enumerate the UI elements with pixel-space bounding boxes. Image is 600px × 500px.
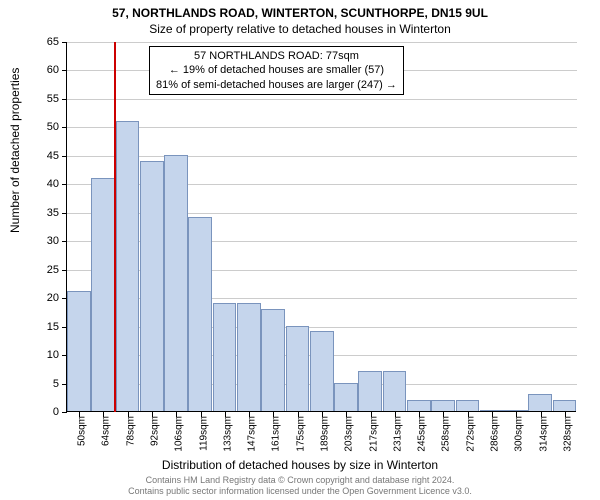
reference-line: [114, 42, 116, 412]
histogram-bar: [528, 394, 552, 411]
gridline: [67, 156, 577, 157]
x-tick-label: 147sqm: [247, 416, 258, 452]
y-tick-mark: [62, 42, 67, 43]
y-tick-mark: [62, 270, 67, 271]
x-tick-label: 258sqm: [441, 416, 452, 452]
chart-title-sub: Size of property relative to detached ho…: [0, 20, 600, 36]
y-tick-mark: [62, 213, 67, 214]
histogram-bar: [334, 383, 358, 411]
y-tick-label: 10: [29, 349, 59, 361]
y-tick-mark: [62, 412, 67, 413]
callout-line: 81% of semi-detached houses are larger (…: [156, 78, 397, 92]
histogram-bar: [237, 303, 261, 411]
histogram-bar: [310, 331, 334, 411]
x-tick-label: 106sqm: [174, 416, 185, 452]
footer-attribution: Contains HM Land Registry data © Crown c…: [0, 475, 600, 497]
y-tick-label: 55: [29, 93, 59, 105]
histogram-bar: [188, 217, 212, 411]
histogram-bar: [286, 326, 310, 411]
histogram-bar: [261, 309, 285, 411]
y-tick-label: 15: [29, 321, 59, 333]
footer-line1: Contains HM Land Registry data © Crown c…: [0, 475, 600, 486]
x-tick-label: 286sqm: [490, 416, 501, 452]
y-tick-label: 30: [29, 235, 59, 247]
y-tick-label: 20: [29, 292, 59, 304]
histogram-bar: [456, 400, 480, 411]
x-tick-label: 78sqm: [125, 416, 136, 446]
x-tick-label: 161sqm: [271, 416, 282, 452]
gridline: [67, 99, 577, 100]
x-tick-label: 300sqm: [514, 416, 525, 452]
y-tick-label: 65: [29, 36, 59, 48]
histogram-bar: [116, 121, 140, 411]
histogram-bar: [504, 410, 528, 411]
histogram-bar: [553, 400, 577, 411]
callout-box: 57 NORTHLANDS ROAD: 77sqm← 19% of detach…: [149, 46, 404, 95]
x-tick-label: 64sqm: [101, 416, 112, 446]
y-tick-label: 35: [29, 207, 59, 219]
y-tick-label: 50: [29, 121, 59, 133]
x-tick-label: 272sqm: [465, 416, 476, 452]
callout-line: 57 NORTHLANDS ROAD: 77sqm: [156, 49, 397, 63]
histogram-bar: [383, 371, 407, 411]
histogram-bar: [431, 400, 455, 411]
y-tick-mark: [62, 184, 67, 185]
y-tick-label: 60: [29, 64, 59, 76]
histogram-bar: [140, 161, 164, 411]
x-tick-label: 203sqm: [344, 416, 355, 452]
x-axis-label: Distribution of detached houses by size …: [0, 458, 600, 472]
x-tick-label: 50sqm: [77, 416, 88, 446]
y-tick-label: 40: [29, 178, 59, 190]
y-axis-label: Number of detached properties: [8, 68, 22, 233]
histogram-bar: [358, 371, 382, 411]
y-tick-mark: [62, 70, 67, 71]
histogram-bar: [480, 410, 504, 411]
x-tick-label: 314sqm: [538, 416, 549, 452]
y-tick-label: 45: [29, 150, 59, 162]
x-tick-label: 189sqm: [320, 416, 331, 452]
histogram-bar: [213, 303, 237, 411]
y-tick-mark: [62, 241, 67, 242]
histogram-bar: [91, 178, 115, 411]
y-tick-label: 5: [29, 378, 59, 390]
histogram-bar: [164, 155, 188, 411]
x-tick-label: 231sqm: [392, 416, 403, 452]
x-tick-label: 217sqm: [368, 416, 379, 452]
plot-region: 0510152025303540455055606550sqm64sqm78sq…: [66, 42, 576, 412]
y-tick-label: 0: [29, 406, 59, 418]
y-tick-mark: [62, 99, 67, 100]
gridline: [67, 42, 577, 43]
x-tick-label: 175sqm: [295, 416, 306, 452]
x-tick-label: 245sqm: [417, 416, 428, 452]
gridline: [67, 127, 577, 128]
y-tick-mark: [62, 127, 67, 128]
x-tick-label: 119sqm: [198, 416, 209, 451]
y-tick-label: 25: [29, 264, 59, 276]
footer-line2: Contains public sector information licen…: [0, 486, 600, 497]
x-tick-label: 133sqm: [222, 416, 233, 452]
chart-area: 0510152025303540455055606550sqm64sqm78sq…: [66, 42, 576, 412]
histogram-bar: [407, 400, 431, 411]
histogram-bar: [67, 291, 91, 411]
chart-title-main: 57, NORTHLANDS ROAD, WINTERTON, SCUNTHOR…: [0, 0, 600, 20]
y-tick-mark: [62, 156, 67, 157]
x-tick-label: 92sqm: [150, 416, 161, 446]
x-tick-label: 328sqm: [562, 416, 573, 452]
callout-line: ← 19% of detached houses are smaller (57…: [156, 63, 397, 77]
